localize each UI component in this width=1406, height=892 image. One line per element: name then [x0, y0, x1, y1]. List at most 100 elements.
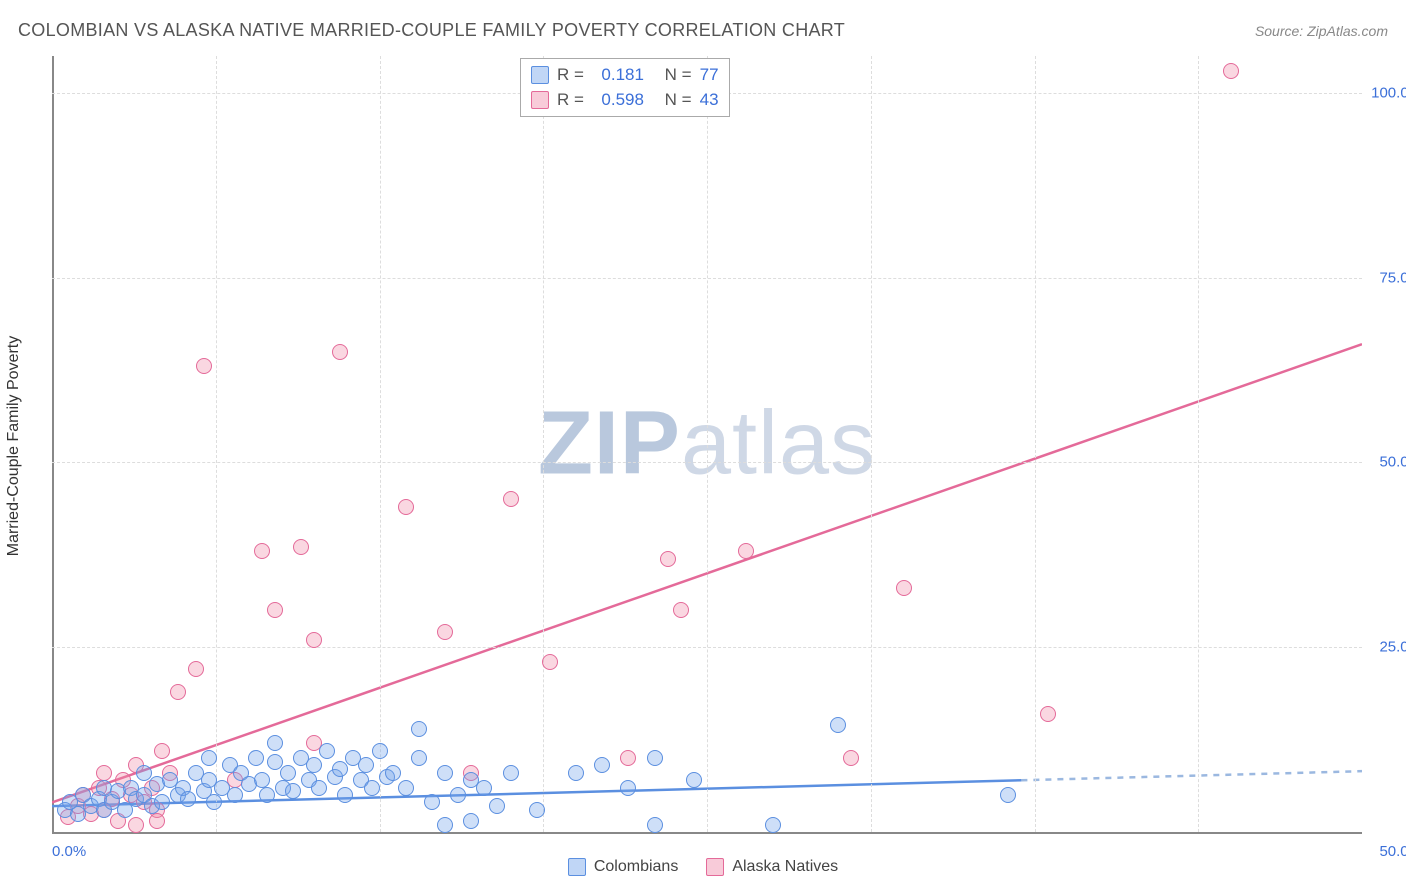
data-point: [206, 794, 222, 810]
data-point: [463, 813, 479, 829]
data-point: [542, 654, 558, 670]
data-point: [620, 750, 636, 766]
vgrid-line: [380, 56, 381, 832]
ytick-label: 50.0%: [1367, 454, 1406, 471]
ytick-label: 25.0%: [1367, 639, 1406, 656]
data-point: [738, 543, 754, 559]
data-point: [673, 602, 689, 618]
data-point: [647, 817, 663, 833]
data-point: [424, 794, 440, 810]
data-point: [227, 787, 243, 803]
n-label: N =: [665, 88, 692, 113]
data-point: [248, 750, 264, 766]
stats-row-colombians: R = 0.181 N = 77: [531, 63, 719, 88]
data-point: [1000, 787, 1016, 803]
data-point: [568, 765, 584, 781]
swatch-pink-icon: [706, 858, 724, 876]
y-axis-line: [52, 56, 54, 832]
data-point: [765, 817, 781, 833]
swatch-blue-icon: [568, 858, 586, 876]
data-point: [154, 794, 170, 810]
data-point: [332, 761, 348, 777]
data-point: [293, 539, 309, 555]
data-point: [437, 765, 453, 781]
data-point: [358, 757, 374, 773]
legend-label: Colombians: [594, 858, 678, 876]
data-point: [830, 717, 846, 733]
data-point: [843, 750, 859, 766]
data-point: [686, 772, 702, 788]
legend-label: Alaska Natives: [732, 858, 838, 876]
data-point: [489, 798, 505, 814]
data-point: [411, 750, 427, 766]
data-point: [285, 783, 301, 799]
data-point: [96, 765, 112, 781]
bottom-legend: Colombians Alaska Natives: [0, 858, 1406, 876]
trend-line: [1021, 771, 1362, 780]
data-point: [267, 735, 283, 751]
vgrid-line: [216, 56, 217, 832]
data-point: [594, 757, 610, 773]
data-point: [188, 661, 204, 677]
data-point: [170, 684, 186, 700]
swatch-pink-icon: [531, 91, 549, 109]
data-point: [306, 757, 322, 773]
data-point: [254, 543, 270, 559]
data-point: [372, 743, 388, 759]
data-point: [620, 780, 636, 796]
legend-item-colombians: Colombians: [568, 858, 678, 876]
data-point: [411, 721, 427, 737]
data-point: [332, 344, 348, 360]
y-axis-title: Married-Couple Family Poverty: [5, 336, 23, 557]
chart-title: COLOMBIAN VS ALASKA NATIVE MARRIED-COUPL…: [18, 20, 845, 41]
r-label: R =: [557, 63, 584, 88]
data-point: [385, 765, 401, 781]
correlation-stats-box: R = 0.181 N = 77 R = 0.598 N = 43: [520, 58, 730, 117]
data-point: [128, 817, 144, 833]
vgrid-line: [1035, 56, 1036, 832]
stats-row-alaska: R = 0.598 N = 43: [531, 88, 719, 113]
data-point: [149, 813, 165, 829]
data-point: [319, 743, 335, 759]
data-point: [896, 580, 912, 596]
vgrid-line: [707, 56, 708, 832]
chart-header: COLOMBIAN VS ALASKA NATIVE MARRIED-COUPL…: [18, 20, 1388, 41]
data-point: [660, 551, 676, 567]
data-point: [437, 817, 453, 833]
source-value: ZipAtlas.com: [1307, 23, 1388, 39]
data-point: [196, 358, 212, 374]
scatter-plot-area: ZIPatlas 25.0%50.0%75.0%100.0%0.0%50.0%: [52, 56, 1362, 834]
data-point: [1040, 706, 1056, 722]
data-point: [180, 791, 196, 807]
watermark-rest: atlas: [681, 394, 876, 494]
data-point: [1223, 63, 1239, 79]
vgrid-line: [1198, 56, 1199, 832]
vgrid-line: [871, 56, 872, 832]
r-value-colombians: 0.181: [592, 63, 644, 88]
legend-item-alaska: Alaska Natives: [706, 858, 838, 876]
vgrid-line: [543, 56, 544, 832]
data-point: [437, 624, 453, 640]
data-point: [529, 802, 545, 818]
data-point: [398, 780, 414, 796]
data-point: [306, 632, 322, 648]
n-label: N =: [665, 63, 692, 88]
data-point: [154, 743, 170, 759]
r-value-alaska: 0.598: [592, 88, 644, 113]
n-value-alaska: 43: [700, 88, 719, 113]
data-point: [450, 787, 466, 803]
r-label: R =: [557, 88, 584, 113]
data-point: [254, 772, 270, 788]
data-point: [280, 765, 296, 781]
ytick-label: 75.0%: [1367, 269, 1406, 286]
source-label: Source:: [1255, 23, 1307, 39]
data-point: [476, 780, 492, 796]
data-point: [364, 780, 380, 796]
data-point: [503, 491, 519, 507]
data-point: [647, 750, 663, 766]
data-point: [311, 780, 327, 796]
data-point: [337, 787, 353, 803]
swatch-blue-icon: [531, 66, 549, 84]
source-attribution: Source: ZipAtlas.com: [1255, 23, 1388, 39]
watermark-zip: ZIP: [538, 394, 681, 494]
